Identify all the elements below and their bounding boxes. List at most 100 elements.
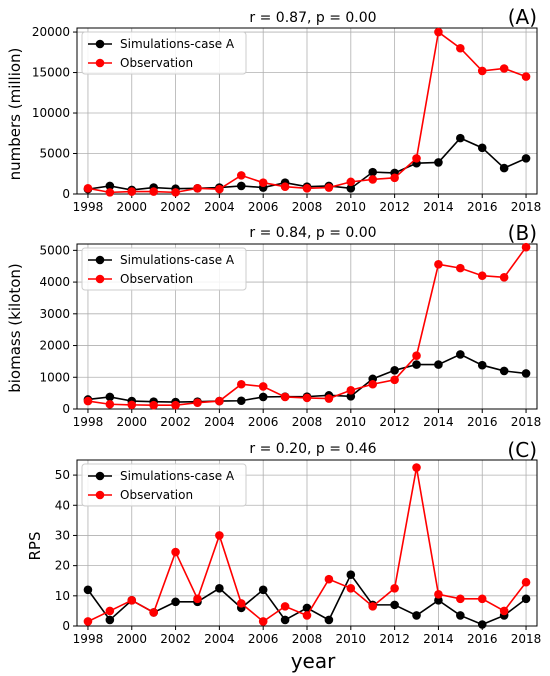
panel-c-simulation-point (105, 615, 115, 625)
panel-a-xtick-label: 2016 (467, 200, 498, 214)
panel-b-observation-point (105, 399, 115, 409)
panel-b-ylabel: biomass (kiloton) (6, 263, 24, 393)
panel-c-observation-point (390, 583, 399, 593)
panel-c-observation-point (456, 594, 465, 604)
panel-b-observation-point (236, 379, 246, 389)
panel-c-plot: 1998 2000 2002 2004 2006 2008 2010 2012 2014 2016… (55, 459, 541, 646)
panel-b-ytick-label: 4000 (39, 275, 70, 289)
panel-c-title: r = 0.20, p = 0.46 (249, 441, 376, 457)
panel-b-xtick-label: 2004 (204, 415, 235, 429)
panel-a-xtick-label: 2006 (248, 200, 279, 214)
panel-c-observation-point (280, 602, 290, 611)
panel-b-observation-point (149, 400, 158, 410)
panel-a-plot: 1998 2000 2002 2004 2006 2008 2010 2012 2014 2016… (32, 25, 542, 214)
panel-c-simulation-point (280, 615, 290, 625)
panel-b-simulation-point (434, 360, 443, 369)
panel-c-xtick-label: 2010 (336, 632, 367, 646)
panel-c-xtick-label: 2000 (116, 632, 147, 646)
panel-b-legend-simulation-label: Simulations-case A (120, 253, 235, 267)
panel-a-observation-point (390, 173, 399, 183)
panel-b-xtick-label: 2006 (248, 415, 279, 429)
panel-c-simulation-point (302, 603, 312, 613)
panel-a-simulation-point (368, 167, 378, 177)
panel-b-xtick-label: 2016 (467, 415, 498, 429)
panel-b-ytick-label: 0 (62, 402, 70, 416)
panel-c-xtick-label: 2002 (160, 632, 191, 646)
panel-a-observation-point (280, 182, 290, 192)
panel-a-observation-point (412, 154, 421, 163)
panel-a-observation-point (236, 171, 246, 180)
panel-c-observation-point (477, 594, 487, 604)
panel-a-observation-point (105, 188, 115, 197)
panel-a-simulation-point (499, 163, 509, 173)
panel-c-observation-point (434, 590, 443, 599)
panel-c-ytick-label: 10 (55, 589, 70, 603)
panel-c-xtick-label: 2008 (292, 632, 323, 646)
panel-a-observation-point (521, 72, 531, 81)
panel-a-observation-point (215, 184, 224, 194)
panel-c-xtick-label: 2016 (467, 632, 498, 646)
panel-b-observation-point (258, 382, 268, 391)
panel-c-observation-point (346, 583, 356, 593)
panel-b-observation-point (521, 242, 531, 252)
panel-a: r = 0.87, p = 0.00 (A) numbers (million) (6, 5, 537, 180)
panel-c-ylabel: RPS (26, 532, 44, 561)
panel-c-observation-point (258, 617, 268, 626)
panel-c-simulation-point (346, 570, 356, 579)
panel-a-observation-point (499, 64, 509, 73)
panel-c-observation-point (236, 599, 246, 608)
panel-a-observation-point (258, 178, 268, 187)
panel-b-xtick-label: 2018 (511, 415, 542, 429)
panel-a-observation-point (193, 184, 202, 193)
panel-a-ytick-label: 0 (62, 187, 70, 201)
panel-c-xtick-label: 2006 (248, 632, 279, 646)
panel-a-simulation-point (346, 184, 356, 193)
panel-c-legend-observation-marker (95, 490, 105, 500)
panel-b-observation-point (280, 392, 290, 402)
panel-b-xtick-label: 2012 (379, 415, 410, 429)
panel-c-simulation-point (521, 594, 531, 604)
panel-b-simulation-point (499, 366, 509, 376)
panel-c-observation-point (499, 606, 509, 616)
panel-a-observation-point (477, 66, 487, 76)
panel-a-simulation-point (236, 181, 246, 191)
panel-c-simulation-point (215, 583, 224, 593)
panel-b-xtick-label: 2008 (292, 415, 323, 429)
panel-a-simulation-point (105, 181, 115, 191)
panel-a-legend: Simulations-case A Observation (81, 31, 247, 75)
panel-b-simulation-point (412, 360, 421, 369)
panel-a-ytick-label: 20000 (32, 25, 70, 39)
panel-c-observation-point (215, 531, 224, 540)
panel-b-legend-simulation-marker (95, 255, 105, 265)
panel-b-simulation-point (105, 392, 115, 402)
panel-a-xtick-label: 2004 (204, 200, 235, 214)
panel-b-simulation-point (236, 396, 246, 406)
panel-a-simulation-point (521, 154, 531, 163)
panel-a-xtick-label: 2010 (336, 200, 367, 214)
panel-b-observation-point (171, 400, 180, 410)
panel-b-observation-point (390, 375, 399, 385)
panel-a-observation-point (149, 187, 158, 196)
panel-c-ytick-label: 50 (55, 468, 70, 482)
panel-c-xtick-label: 2012 (379, 632, 410, 646)
panel-a-simulation-point (434, 158, 443, 167)
panel-c-xtick-label: 2004 (204, 632, 235, 646)
panel-c-observation-point (412, 463, 421, 472)
panel-c-legend-simulation-label: Simulations-case A (120, 469, 235, 483)
panel-c-legend-box (81, 463, 247, 507)
panel-a-observation-point (434, 27, 443, 37)
panel-c-observation-point (368, 602, 378, 611)
panel-b-simulation-point (258, 392, 268, 402)
panel-c-observation-point (193, 594, 202, 604)
panel-a-legend-observation-label: Observation (120, 56, 193, 70)
panel-a-ytick-label: 15000 (32, 66, 70, 80)
panel-c-ytick-label: 0 (62, 619, 70, 633)
panel-b-legend: Simulations-case A Observation (81, 247, 247, 291)
panel-b-ytick-label: 1000 (39, 370, 70, 384)
panel-b: r = 0.84, p = 0.00 (B) biomass (kiloton) (6, 221, 537, 393)
panel-c-simulation-point (412, 611, 421, 620)
panel-b-observation-point (434, 260, 443, 269)
panel-a-label: (A) (508, 5, 537, 29)
panel-b-simulation-point (477, 360, 487, 370)
